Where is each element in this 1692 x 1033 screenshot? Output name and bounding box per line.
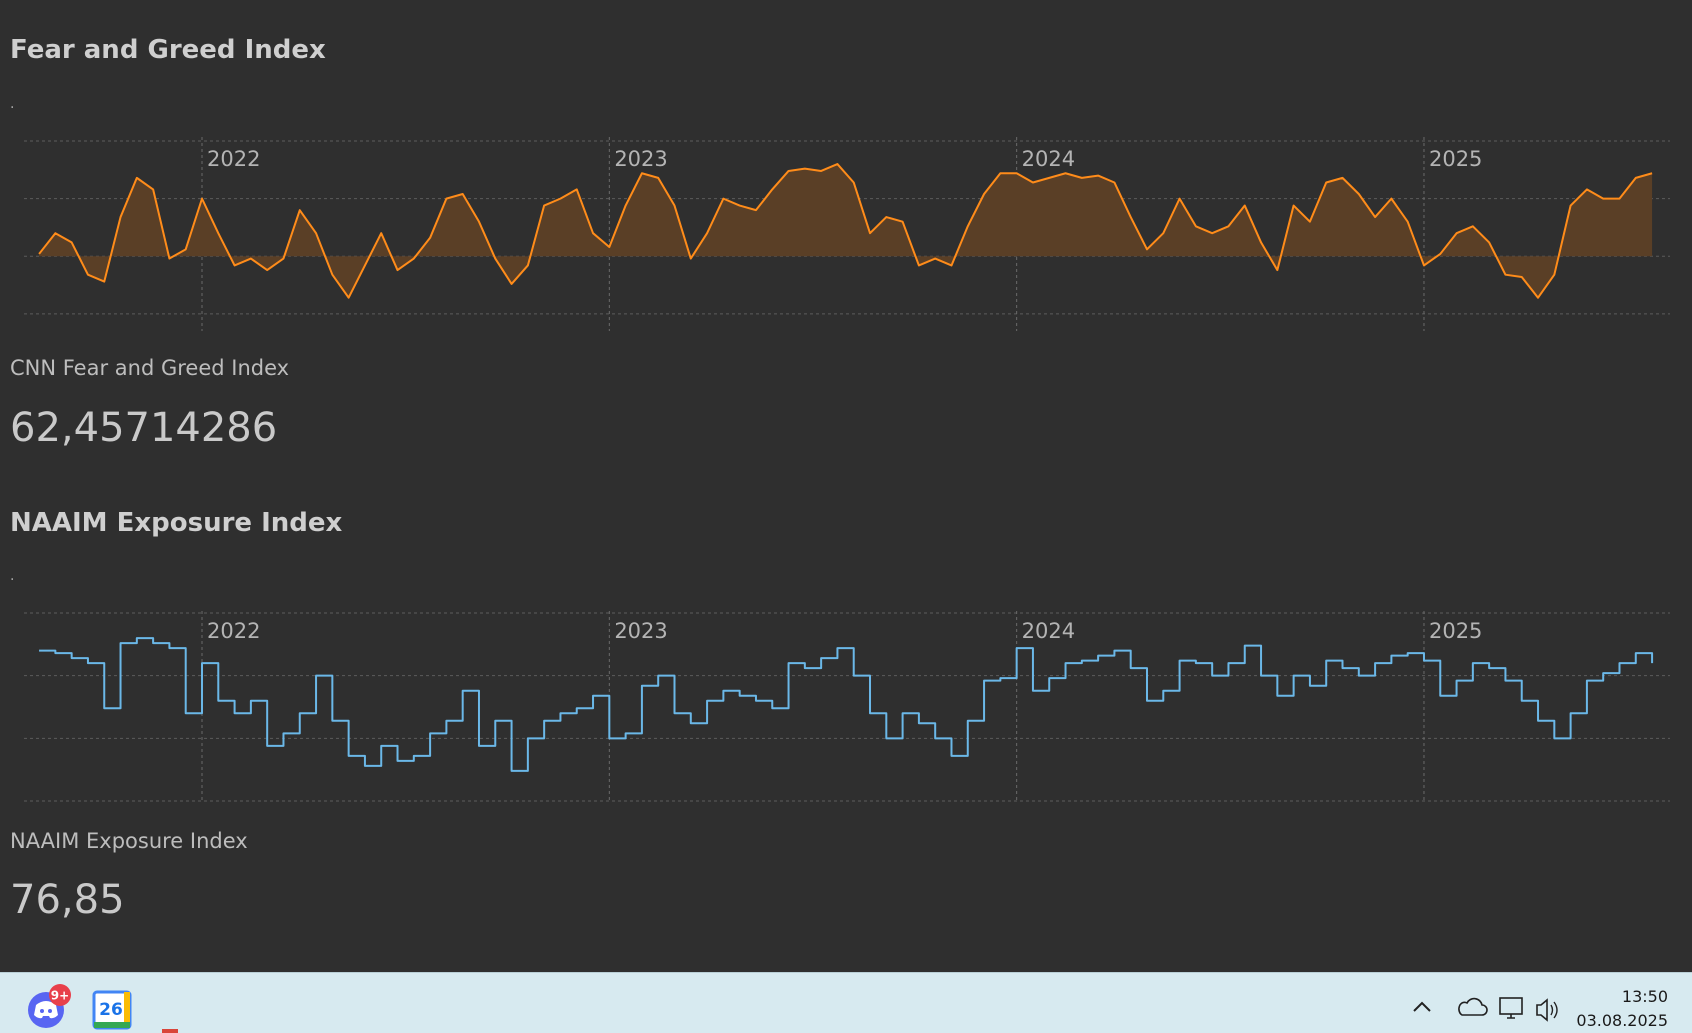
clock-date[interactable]: 03.08.2025 xyxy=(1576,1011,1668,1030)
x-tick-label: 2022 xyxy=(207,619,260,643)
chevron[interactable] xyxy=(1413,1001,1431,1012)
discord-icon[interactable]: 9+ xyxy=(28,984,71,1028)
metric-label: CNN Fear and Greed Index xyxy=(10,356,290,380)
x-tick-label: 2022 xyxy=(207,147,260,171)
x-tick-label: 2025 xyxy=(1429,147,1482,171)
calendar-day: 26 xyxy=(99,1000,123,1020)
volume[interactable] xyxy=(1536,998,1558,1022)
network[interactable] xyxy=(1499,997,1523,1019)
clock-time[interactable]: 13:50 xyxy=(1621,987,1668,1006)
tray-icons xyxy=(1413,997,1558,1022)
metric-value: 76,85 xyxy=(10,877,125,923)
x-tick-label: 2024 xyxy=(1022,619,1075,643)
series-line xyxy=(38,163,1653,299)
metric-label: NAAIM Exposure Index xyxy=(10,829,248,853)
chart-subtitle: . xyxy=(10,568,15,584)
taskbar: 9+ 26 13:50 03.08.2025 xyxy=(0,972,1692,1033)
x-tick-label: 2025 xyxy=(1429,619,1482,643)
chart-title: NAAIM Exposure Index xyxy=(10,508,343,538)
chart-subtitle: . xyxy=(10,96,15,112)
charts: 2022 2023 2024 2025 2022 2023 2024 2025 xyxy=(24,137,1670,803)
area-fill xyxy=(39,164,1653,298)
calendar-icon[interactable]: 26 xyxy=(92,990,132,1030)
metric-value: 62,45714286 xyxy=(10,405,278,451)
series-line xyxy=(39,637,1654,772)
x-tick-label: 2023 xyxy=(614,147,667,171)
cloud[interactable] xyxy=(1458,997,1488,1016)
x-tick-label: 2024 xyxy=(1022,147,1075,171)
badge: 9+ xyxy=(51,989,69,1003)
chart-title: Fear and Greed Index xyxy=(10,35,326,65)
app-icons: 9+ 26 xyxy=(28,984,178,1033)
x-tick-label: 2023 xyxy=(614,619,667,643)
